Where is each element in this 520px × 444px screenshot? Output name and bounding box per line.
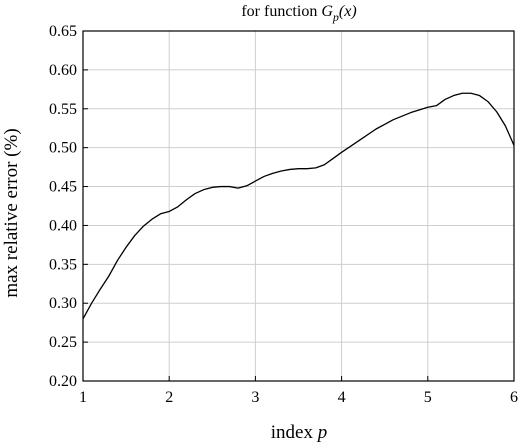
y-tick-label: 0.45 [49, 179, 77, 196]
x-axis-title: index p [271, 422, 327, 443]
x-tick-label: 4 [338, 389, 346, 406]
chart-title-suffix: (x) [339, 3, 357, 20]
y-axis-ticks: 0.20 0.25 0.30 0.35 0.40 0.45 0.50 0.55 0.60 0.65 [49, 23, 88, 390]
x-tick-label: 2 [165, 389, 173, 406]
y-tick-label: 0.60 [49, 62, 77, 79]
grid-lines [83, 31, 514, 381]
chart-title-prefix: for function [241, 3, 321, 20]
series-group [82, 92, 515, 320]
y-axis-title: max relative error (%) [1, 128, 22, 297]
chart-title-symbol: G [321, 3, 333, 20]
x-axis-title-text: index [271, 422, 318, 443]
y-tick-label: 0.20 [49, 373, 77, 390]
y-tick-label: 0.55 [49, 101, 77, 118]
y-tick-label: 0.40 [49, 217, 77, 234]
chart-title-subscript: p [332, 10, 339, 24]
y-tick-label: 0.50 [49, 140, 77, 157]
x-tick-label: 5 [424, 389, 432, 406]
x-tick-label: 3 [251, 389, 259, 406]
plot-frame [82, 30, 515, 382]
y-tick-label: 0.25 [49, 334, 77, 351]
chart-title: for function Gp(x) [241, 3, 356, 24]
y-tick-label: 0.30 [49, 295, 77, 312]
x-tick-label: 1 [79, 389, 87, 406]
x-axis-title-variable: p [316, 422, 328, 443]
series-line [82, 92, 515, 320]
x-tick-label: 6 [510, 389, 518, 406]
y-tick-label: 0.65 [49, 23, 77, 40]
y-tick-label: 0.35 [49, 256, 77, 273]
